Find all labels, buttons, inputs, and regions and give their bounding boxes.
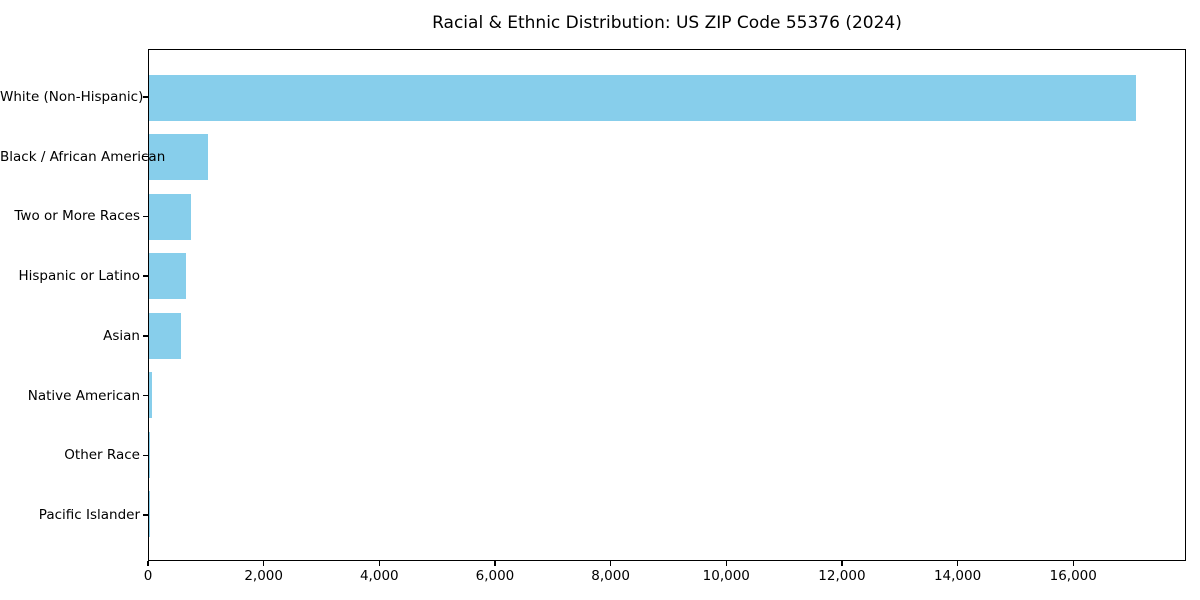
y-axis-label: White (Non-Hispanic) bbox=[0, 88, 144, 105]
bar bbox=[149, 74, 1136, 121]
x-axis-tick-label: 2,000 bbox=[244, 568, 283, 584]
y-axis-tick bbox=[143, 454, 148, 457]
x-axis-tick bbox=[494, 561, 496, 566]
x-axis-tick bbox=[956, 561, 959, 566]
y-axis-tick bbox=[143, 275, 148, 277]
y-axis-label: Other Race bbox=[64, 447, 140, 464]
bar-row bbox=[149, 187, 1185, 247]
x-axis-tick-label: 0 bbox=[143, 568, 153, 584]
y-axis-tick bbox=[143, 96, 148, 98]
bar-row bbox=[149, 306, 1185, 366]
y-axis-label: Asian bbox=[103, 327, 140, 344]
y-axis-tick bbox=[143, 215, 148, 218]
bar-row bbox=[149, 247, 1185, 307]
x-axis-tick-label: 4,000 bbox=[359, 568, 399, 584]
bar-row bbox=[149, 128, 1185, 188]
bar bbox=[149, 253, 186, 300]
bars-region bbox=[149, 68, 1185, 544]
y-axis-label: Native American bbox=[27, 387, 140, 404]
bar bbox=[149, 372, 152, 419]
y-axis-label: Black / African American bbox=[0, 148, 166, 165]
plot-area bbox=[148, 49, 1186, 561]
x-axis-tick-label: 8,000 bbox=[591, 568, 630, 584]
x-axis-tick bbox=[725, 561, 727, 566]
x-axis-tick bbox=[263, 561, 265, 566]
x-axis-tick-label: 6,000 bbox=[475, 568, 515, 584]
x-axis-tick-label: 14,000 bbox=[933, 568, 982, 584]
bar-row bbox=[149, 366, 1185, 426]
chart-title: Racial & Ethnic Distribution: US ZIP Cod… bbox=[432, 13, 902, 33]
x-axis-tick bbox=[1072, 561, 1074, 566]
bar bbox=[149, 431, 150, 478]
y-axis-label: Pacific Islander bbox=[38, 507, 140, 524]
x-axis-tick-label: 10,000 bbox=[702, 568, 750, 584]
x-axis-tick bbox=[609, 561, 612, 566]
bar-row bbox=[149, 425, 1185, 485]
bar bbox=[149, 312, 182, 359]
x-axis-tick bbox=[147, 561, 149, 566]
y-axis-tick bbox=[143, 514, 148, 516]
x-axis-tick bbox=[378, 561, 380, 566]
x-axis-tick-label: 12,000 bbox=[818, 568, 866, 584]
bar-row bbox=[149, 68, 1185, 128]
y-axis-tick bbox=[143, 394, 148, 397]
y-axis-label: Hispanic or Latino bbox=[18, 268, 140, 285]
bar-row bbox=[149, 485, 1185, 545]
y-axis-label: Two or More Races bbox=[14, 208, 140, 225]
bar bbox=[149, 134, 209, 181]
x-axis-tick bbox=[841, 561, 843, 566]
y-axis-tick bbox=[143, 155, 148, 158]
bar bbox=[149, 193, 192, 240]
y-axis-tick bbox=[143, 335, 148, 337]
x-axis-tick-label: 16,000 bbox=[1049, 568, 1097, 584]
